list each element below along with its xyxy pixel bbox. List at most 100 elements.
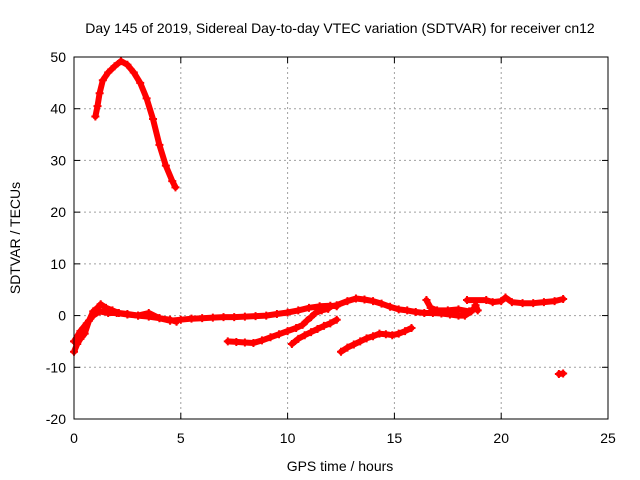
- data-point: [104, 68, 113, 77]
- y-tick-label: 50: [50, 49, 66, 65]
- data-point: [351, 294, 360, 303]
- data-point: [313, 325, 322, 334]
- x-tick-label: 20: [493, 430, 509, 446]
- data-point: [539, 298, 548, 307]
- data-point: [454, 305, 463, 314]
- data-point: [550, 297, 559, 306]
- chart-title: Day 145 of 2019, Sidereal Day-to-day VTE…: [85, 20, 595, 36]
- data-point: [319, 321, 328, 330]
- data-point: [401, 327, 410, 336]
- data-point: [488, 298, 497, 307]
- data-point: [381, 330, 390, 339]
- data-point: [349, 340, 358, 349]
- data-point: [394, 305, 403, 314]
- data-point: [155, 314, 164, 323]
- data-point: [343, 297, 352, 306]
- data-point: [298, 320, 307, 329]
- data-point: [426, 303, 435, 312]
- data-point: [337, 347, 345, 356]
- data-point: [369, 332, 378, 341]
- y-tick-label: 40: [50, 101, 66, 117]
- data-point: [422, 296, 431, 305]
- data-point: [394, 329, 403, 338]
- data-point: [275, 330, 284, 339]
- data-point: [89, 311, 98, 320]
- data-point: [377, 299, 386, 308]
- data-point: [82, 319, 91, 328]
- data-point: [307, 313, 316, 322]
- data-point: [356, 337, 365, 346]
- x-axis-label: GPS time / hours: [287, 458, 394, 474]
- data-point: [559, 369, 568, 378]
- data-point: [283, 327, 292, 336]
- data-point: [76, 327, 85, 336]
- data-point: [176, 315, 185, 324]
- data-point: [93, 102, 102, 111]
- data-point: [251, 312, 260, 321]
- data-point: [187, 314, 196, 323]
- data-point: [469, 305, 478, 314]
- data-point: [317, 306, 326, 315]
- data-point: [149, 115, 158, 124]
- data-point: [322, 303, 331, 312]
- data-point: [144, 308, 153, 317]
- data-point: [294, 334, 303, 343]
- y-tick-label: -20: [46, 411, 66, 427]
- series-arc-4: [223, 304, 333, 347]
- data-point: [332, 301, 341, 310]
- data-point: [104, 308, 113, 317]
- grid-lines: [74, 57, 608, 419]
- data-point: [262, 311, 271, 320]
- data-point: [168, 177, 177, 186]
- data-point: [529, 299, 538, 308]
- data-point: [266, 333, 275, 342]
- data-point: [420, 308, 429, 317]
- series-arc-3: [70, 301, 341, 346]
- data-point: [411, 307, 420, 316]
- data-point: [283, 308, 292, 317]
- x-tick-label: 15: [387, 430, 403, 446]
- data-point: [360, 295, 369, 304]
- data-point: [294, 306, 303, 315]
- data-point: [326, 319, 335, 328]
- y-tick-label: 30: [50, 152, 66, 168]
- series-band: [338, 325, 415, 355]
- y-tick-label: -10: [46, 359, 66, 375]
- series-arc-1: [91, 57, 180, 192]
- data-point: [136, 78, 145, 87]
- data-point: [343, 343, 352, 352]
- data-point: [155, 140, 164, 149]
- data-point: [473, 306, 482, 315]
- data-point: [433, 306, 442, 315]
- series-band: [71, 302, 340, 345]
- data-point: [249, 338, 258, 347]
- data-point: [219, 313, 228, 322]
- data-point: [501, 293, 510, 302]
- series-arc-10: [554, 369, 568, 379]
- data-point: [171, 183, 180, 192]
- data-point: [292, 323, 301, 332]
- data-point: [311, 308, 320, 317]
- series-arc-7: [337, 323, 416, 356]
- data-point: [123, 60, 132, 69]
- data-point: [559, 295, 568, 304]
- data-point: [300, 331, 309, 340]
- data-point: [161, 161, 170, 170]
- data-point: [369, 297, 378, 306]
- series-arc-5: [287, 315, 341, 349]
- data-point: [95, 307, 104, 316]
- data-point: [386, 302, 395, 311]
- x-tick-label: 0: [70, 430, 78, 446]
- data-point: [240, 338, 249, 347]
- data-point: [403, 306, 412, 315]
- data-point: [482, 296, 491, 305]
- data-point: [129, 68, 138, 77]
- data-point: [91, 112, 100, 121]
- x-tick-label: 10: [280, 430, 296, 446]
- data-point: [123, 310, 132, 319]
- y-tick-label: 10: [50, 256, 66, 272]
- data-point: [465, 307, 474, 316]
- x-tick-label: 25: [600, 430, 616, 446]
- series-arc-9: [463, 293, 568, 308]
